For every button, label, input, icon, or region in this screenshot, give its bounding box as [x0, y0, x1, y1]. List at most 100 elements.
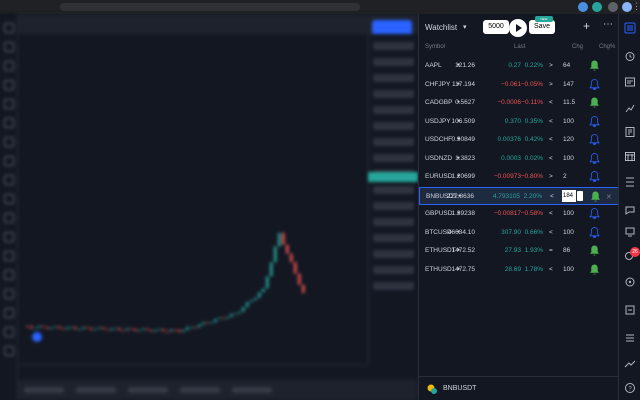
quantity-input[interactable]: 5000	[483, 20, 509, 34]
bell-icon[interactable]	[589, 226, 600, 239]
address-bar[interactable]	[60, 3, 360, 11]
candle	[34, 327, 37, 329]
column-symbol[interactable]: Symbol	[425, 44, 446, 50]
spinner-control[interactable]	[577, 190, 583, 201]
more-options-icon[interactable]: ⋯	[603, 19, 613, 30]
row-alert-value: 2	[563, 173, 567, 180]
watchlist-row[interactable]: GBPUSD ● 1.39238 −0.00817 −0.58% <100	[419, 205, 619, 224]
candle	[98, 327, 101, 329]
close-icon[interactable]: ✕	[606, 193, 612, 201]
screener-icon[interactable]	[624, 176, 636, 188]
row-symbol: BNBUSDT	[426, 192, 458, 200]
bell-icon[interactable]	[589, 59, 600, 72]
candle	[30, 326, 33, 329]
news-icon[interactable]	[624, 126, 636, 138]
candle	[154, 329, 157, 332]
price-axis	[368, 34, 418, 364]
watchlist-icon[interactable]	[624, 22, 636, 34]
chat-icon[interactable]	[624, 204, 636, 216]
candle	[246, 302, 249, 308]
ideas-icon[interactable]	[624, 226, 636, 238]
candle	[70, 327, 73, 329]
column-last[interactable]: Last	[514, 44, 526, 50]
row-alert-operator: <	[549, 265, 553, 273]
watchlist-row[interactable]: ETHUSD ● 1472.75 28.69 1.78% <100	[419, 261, 619, 280]
svg-text:?: ?	[628, 387, 632, 393]
save-button[interactable]: Save	[529, 20, 555, 34]
alert-value-input[interactable]: 184	[562, 189, 576, 202]
market-status-dot: ●	[457, 173, 461, 179]
row-symbol: USDJPY	[425, 117, 451, 125]
row-change-percent: 0.35%	[524, 117, 543, 125]
profile-avatar[interactable]	[622, 2, 632, 12]
candle	[230, 313, 233, 318]
bell-icon[interactable]	[590, 190, 601, 203]
candle	[214, 319, 217, 323]
watchlist-row[interactable]: USDNZD ● 1.3823 0.0003 0.02% <100	[419, 150, 619, 169]
watchlist-row[interactable]: USDJPY ● 106.509 0.370 0.35% <100	[419, 113, 619, 132]
candle	[238, 311, 241, 314]
publish-button[interactable]	[372, 20, 412, 36]
candle	[294, 262, 297, 274]
candle	[174, 329, 177, 331]
hotlist-icon[interactable]	[624, 102, 636, 114]
bell-icon[interactable]	[589, 263, 600, 276]
column-chg-pct[interactable]: Chg%	[599, 44, 616, 50]
watchlist-row[interactable]: BTCUSD ● 46634.10 307.90 0.66% <100	[419, 224, 619, 243]
order-panel-icon[interactable]	[624, 304, 636, 316]
time-axis	[18, 364, 368, 380]
play-button[interactable]	[509, 19, 527, 37]
dom-icon[interactable]	[624, 332, 636, 344]
bell-icon[interactable]	[589, 244, 600, 257]
watchlist-row[interactable]: CHFJPY ● 117.194 −0.061 −0.05% >147	[419, 76, 619, 95]
watchlist-row[interactable]: USDCHF ● 0.90849 0.00376 0.42% <120	[419, 131, 619, 150]
bell-icon[interactable]	[589, 96, 600, 109]
add-symbol-icon[interactable]: +	[583, 19, 591, 33]
row-change-percent: −0.58%	[520, 210, 543, 217]
watchlist-row[interactable]: EURUSD ● 1.20699 −0.00973 −0.80% >2	[419, 168, 619, 187]
chart-area[interactable]	[0, 14, 418, 400]
watchlist-title[interactable]: Watchlist	[425, 23, 458, 32]
row-change: −0.061	[500, 80, 521, 88]
calendar-icon[interactable]	[624, 150, 636, 162]
footer-symbol[interactable]: BNBUSDT	[443, 385, 477, 392]
candle	[82, 327, 85, 330]
market-status-dot: ●	[457, 247, 461, 253]
alarm-clock-icon[interactable]	[624, 50, 636, 62]
bell-icon[interactable]	[589, 133, 600, 146]
watchlist-row[interactable]: ETHUSDT ● 1472.52 27.93 1.93% = 86	[419, 242, 619, 261]
bell-icon[interactable]	[589, 115, 600, 128]
row-alert-value: 100	[563, 154, 574, 162]
candle	[138, 330, 141, 332]
row-alert-value: 100	[563, 210, 574, 217]
bell-icon[interactable]	[589, 207, 600, 220]
bell-icon[interactable]	[589, 152, 600, 165]
candle	[242, 307, 245, 312]
bell-icon[interactable]	[589, 78, 600, 91]
right-sidebar: 26 ?	[618, 14, 640, 400]
row-symbol: ETHUSD	[425, 265, 452, 273]
row-change-percent: −0.05%	[520, 80, 543, 88]
bell-icon[interactable]	[589, 170, 600, 183]
row-symbol: USDCHF	[425, 136, 453, 143]
extension-icon[interactable]	[578, 2, 588, 12]
candle	[50, 327, 53, 329]
row-alert-value: 11.5	[563, 99, 576, 106]
streams-icon[interactable]	[624, 276, 636, 288]
chevron-down-icon[interactable]: ▾	[463, 24, 467, 31]
help-icon[interactable]: ?	[624, 382, 636, 394]
row-alert-operator: <	[549, 99, 553, 106]
candle	[194, 326, 197, 329]
trend-icon[interactable]	[624, 358, 636, 370]
browser-menu-icon[interactable]: ⋮	[632, 1, 640, 11]
candle	[282, 232, 285, 245]
row-last-price: 0.5627	[455, 99, 475, 106]
data-window-icon[interactable]	[624, 76, 636, 88]
extension-icon[interactable]	[592, 2, 602, 12]
column-chg[interactable]: Chg	[572, 44, 584, 50]
puzzle-icon[interactable]	[608, 2, 618, 12]
watchlist-row[interactable]: BNBUSDT ● 222.8636 4.793105 2.20% <184 ✕	[419, 186, 619, 205]
watchlist-row[interactable]: AAPL ● 121.26 0.27 0.22% >64	[419, 57, 619, 76]
watchlist-row[interactable]: CADGBP ● 0.5627 −0.0006 −0.11% <11.5	[419, 94, 619, 113]
candle	[142, 328, 145, 331]
